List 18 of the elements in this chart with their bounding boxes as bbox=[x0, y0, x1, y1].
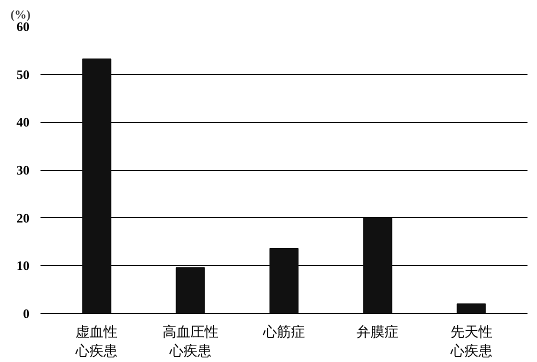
y-tick-label: 50 bbox=[16, 66, 30, 82]
y-axis-title: (%) bbox=[10, 8, 30, 22]
x-tick-label: 弁膜症 bbox=[356, 324, 399, 340]
y-tick-label: 40 bbox=[16, 114, 30, 130]
x-tick-label: 先天性心疾患 bbox=[449, 324, 492, 360]
y-tick-label: 60 bbox=[16, 19, 30, 34]
bar bbox=[456, 303, 486, 314]
x-tick-label: 心筋症 bbox=[262, 324, 305, 340]
x-tick-label: 高血圧性心疾患 bbox=[162, 324, 218, 360]
x-tick-label: 虚血性心疾患 bbox=[74, 324, 118, 360]
bar bbox=[269, 248, 299, 314]
y-tick-label: 10 bbox=[16, 258, 30, 274]
y-tick-label: 0 bbox=[23, 306, 30, 321]
y-tick-label: 30 bbox=[16, 162, 30, 178]
bar bbox=[176, 267, 205, 314]
bar bbox=[82, 58, 112, 314]
bar bbox=[363, 217, 392, 314]
y-tick-label: 20 bbox=[16, 210, 30, 226]
